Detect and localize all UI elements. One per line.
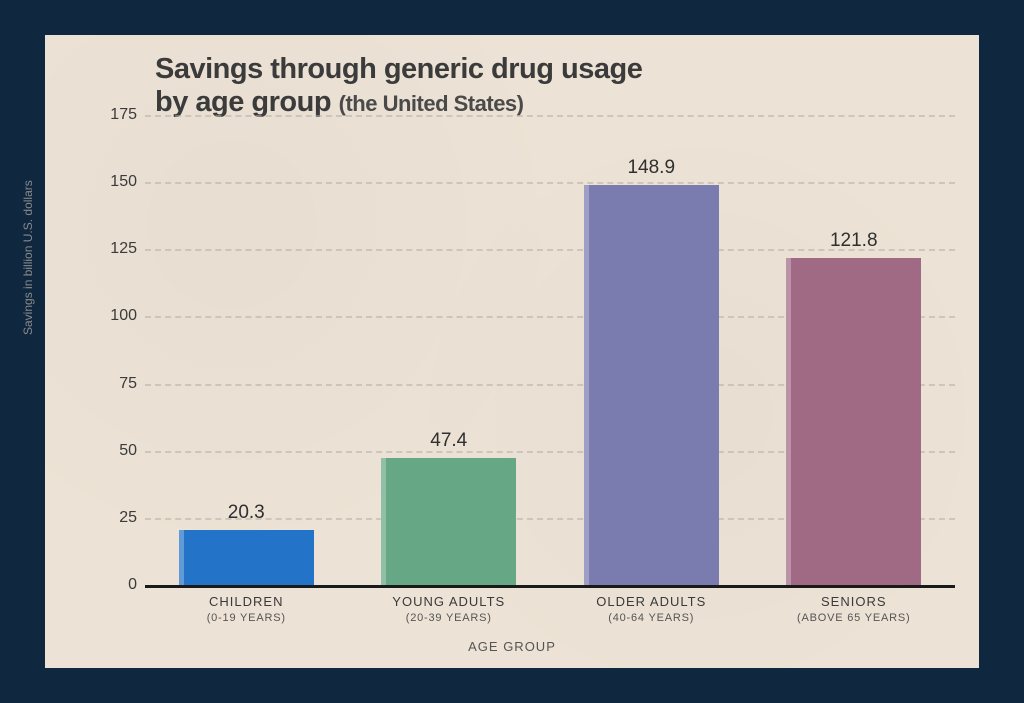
bar-highlight [381,458,386,585]
category-label-main: SENIORS [821,594,887,609]
y-tick-label: 25 [95,509,137,527]
bar-fill [786,258,921,585]
chart-title-line1: Savings through generic drug usage [155,53,642,86]
category-label: OLDER ADULTS (40-64 YEARS) [550,585,753,625]
category-label: CHILDREN (0-19 YEARS) [145,585,348,625]
bar-value-label: 20.3 [179,502,314,524]
bar: 20.3 [179,530,314,585]
y-tick-label: 175 [95,106,137,124]
y-tick-label: 150 [95,173,137,191]
category-label-main: OLDER ADULTS [596,594,706,609]
bar-fill [179,530,314,585]
y-axis-label: Savings in billion U.S. dollars [21,180,35,335]
y-tick-label: 100 [95,307,137,325]
plot-area: 025507510012515017520.3CHILDREN(0-19 YEA… [145,115,955,585]
bar-value-label: 148.9 [584,157,719,179]
bar: 47.4 [381,458,516,585]
bar-highlight [584,185,589,585]
bar-highlight [786,258,791,585]
chart-title-line2-sub: (the United States) [339,91,524,116]
category-label: SENIORS (ABOVE 65 YEARS) [753,585,956,625]
bar-value-label: 121.8 [786,230,921,252]
bar: 121.8 [786,258,921,585]
category-label: YOUNG ADULTS (20-39 YEARS) [348,585,551,625]
chart-title-line2-main: by age group [155,86,331,118]
y-tick-label: 125 [95,240,137,258]
bar: 148.9 [584,185,719,585]
category-label-sub: (20-39 YEARS) [348,611,551,626]
y-tick-label: 75 [95,375,137,393]
bar-highlight [179,530,184,585]
y-tick-label: 0 [95,576,137,594]
bar-fill [381,458,516,585]
chart-card: Savings through generic drug usage by ag… [45,35,979,668]
gridline [145,182,955,184]
chart-title: Savings through generic drug usage by ag… [155,53,642,120]
bar-fill [584,185,719,585]
gridline [145,115,955,117]
category-label-sub: (0-19 YEARS) [145,611,348,626]
x-axis-label: AGE GROUP [45,639,979,654]
category-label-sub: (40-64 YEARS) [550,611,753,626]
category-label-main: YOUNG ADULTS [392,594,505,609]
y-tick-label: 50 [95,442,137,460]
category-label-sub: (ABOVE 65 YEARS) [753,611,956,626]
category-label-main: CHILDREN [209,594,283,609]
bar-value-label: 47.4 [381,430,516,452]
